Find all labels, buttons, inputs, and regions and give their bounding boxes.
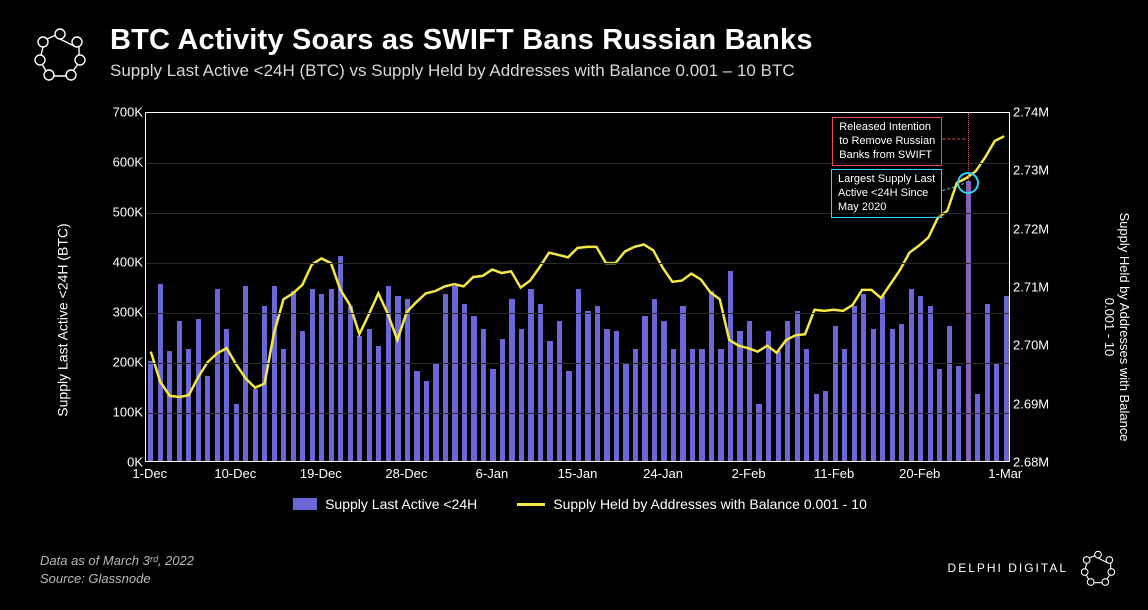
x-tick: 24-Jan xyxy=(643,466,683,481)
footer-attribution: Data as of March 3ʳᵈ, 2022 Source: Glass… xyxy=(40,552,194,588)
delphi-ring-icon xyxy=(1078,548,1118,588)
y-left-tick: 600K xyxy=(113,155,143,170)
line-swatch-icon xyxy=(517,503,545,506)
legend-item-line: Supply Held by Addresses with Balance 0.… xyxy=(517,496,867,512)
x-tick: 6-Jan xyxy=(476,466,509,481)
footer-date: Data as of March 3ʳᵈ, 2022 xyxy=(40,552,194,570)
chart-subtitle: Supply Last Active <24H (BTC) vs Supply … xyxy=(110,61,1118,81)
x-tick: 19-Dec xyxy=(300,466,342,481)
y-right-tick: 2.72M xyxy=(1013,221,1049,236)
y-left-axis-label: Supply Last Active <24H (BTC) xyxy=(55,223,71,416)
y-left-tick: 300K xyxy=(113,305,143,320)
chart-area: Supply Last Active <24H (BTC) Supply Hel… xyxy=(55,112,1105,512)
x-tick: 11-Feb xyxy=(814,466,854,481)
page-root: BTC Activity Soars as SWIFT Bans Russian… xyxy=(0,0,1148,610)
legend-item-bars: Supply Last Active <24H xyxy=(293,496,477,512)
y-right-tick: 2.73M xyxy=(1013,163,1049,178)
x-tick: 1-Mar xyxy=(988,466,1022,481)
x-tick: 28-Dec xyxy=(385,466,427,481)
title-block: BTC Activity Soars as SWIFT Bans Russian… xyxy=(110,24,1118,81)
x-tick: 2-Feb xyxy=(732,466,766,481)
brand-block: DELPHI DIGITAL xyxy=(948,548,1118,588)
legend: Supply Last Active <24H Supply Held by A… xyxy=(55,496,1105,512)
delphi-ring-icon xyxy=(30,24,90,84)
chart-title: BTC Activity Soars as SWIFT Bans Russian… xyxy=(110,24,1118,57)
y-left-tick: 200K xyxy=(113,355,143,370)
x-tick: 20-Feb xyxy=(899,466,940,481)
legend-line-label: Supply Held by Addresses with Balance 0.… xyxy=(553,496,867,512)
annotation-connectors xyxy=(146,113,1009,462)
plot-region: Released Intention to Remove Russian Ban… xyxy=(145,112,1010,462)
y-right-tick: 2.69M xyxy=(1013,396,1049,411)
y-right-tick: 2.71M xyxy=(1013,280,1049,295)
y-right-tick: 2.70M xyxy=(1013,338,1049,353)
y-left-tick: 500K xyxy=(113,205,143,220)
brand-name: DELPHI DIGITAL xyxy=(948,561,1068,575)
x-tick: 1-Dec xyxy=(132,466,167,481)
legend-bar-label: Supply Last Active <24H xyxy=(325,496,477,512)
y-right-tick: 2.74M xyxy=(1013,105,1049,120)
y-left-tick: 100K xyxy=(113,405,143,420)
y-right-axis-label: Supply Held by Addresses with Balance 0.… xyxy=(1102,212,1132,441)
x-tick: 15-Jan xyxy=(558,466,598,481)
header: BTC Activity Soars as SWIFT Bans Russian… xyxy=(30,24,1118,84)
x-tick: 10-Dec xyxy=(214,466,256,481)
y-left-tick: 700K xyxy=(113,105,143,120)
footer-source: Source: Glassnode xyxy=(40,570,194,588)
y-left-tick: 400K xyxy=(113,255,143,270)
bar-swatch-icon xyxy=(293,498,317,510)
